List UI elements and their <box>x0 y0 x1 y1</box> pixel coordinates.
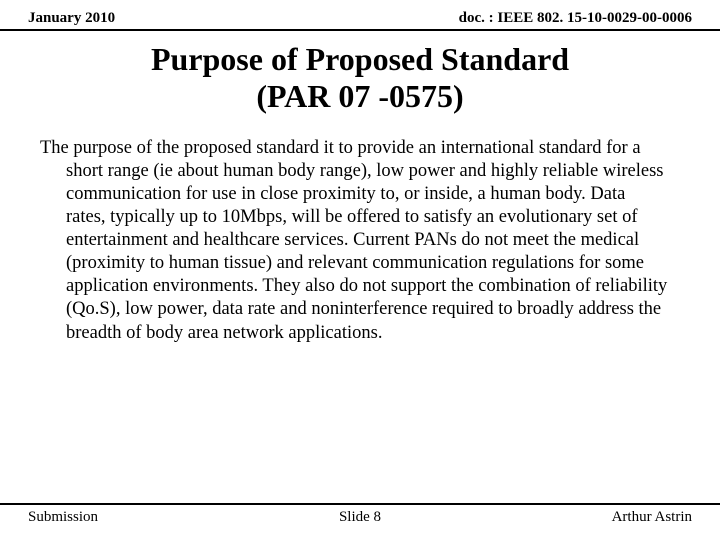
footer-bar: Submission Slide 8 Arthur Astrin <box>0 503 720 526</box>
title-line-2: (PAR 07 -0575) <box>40 78 680 115</box>
footer-slide-number: Slide 8 <box>339 509 381 526</box>
title-line-1: Purpose of Proposed Standard <box>40 41 680 78</box>
body-paragraph: The purpose of the proposed standard it … <box>26 133 720 345</box>
header-bar: January 2010 doc. : IEEE 802. 15-10-0029… <box>0 0 720 31</box>
slide-title: Purpose of Proposed Standard (PAR 07 -05… <box>0 37 720 133</box>
footer-author: Arthur Astrin <box>612 509 692 526</box>
footer-left: Submission <box>28 509 98 526</box>
header-doc-id: doc. : IEEE 802. 15-10-0029-00-0006 <box>459 10 692 27</box>
header-date: January 2010 <box>28 10 115 27</box>
